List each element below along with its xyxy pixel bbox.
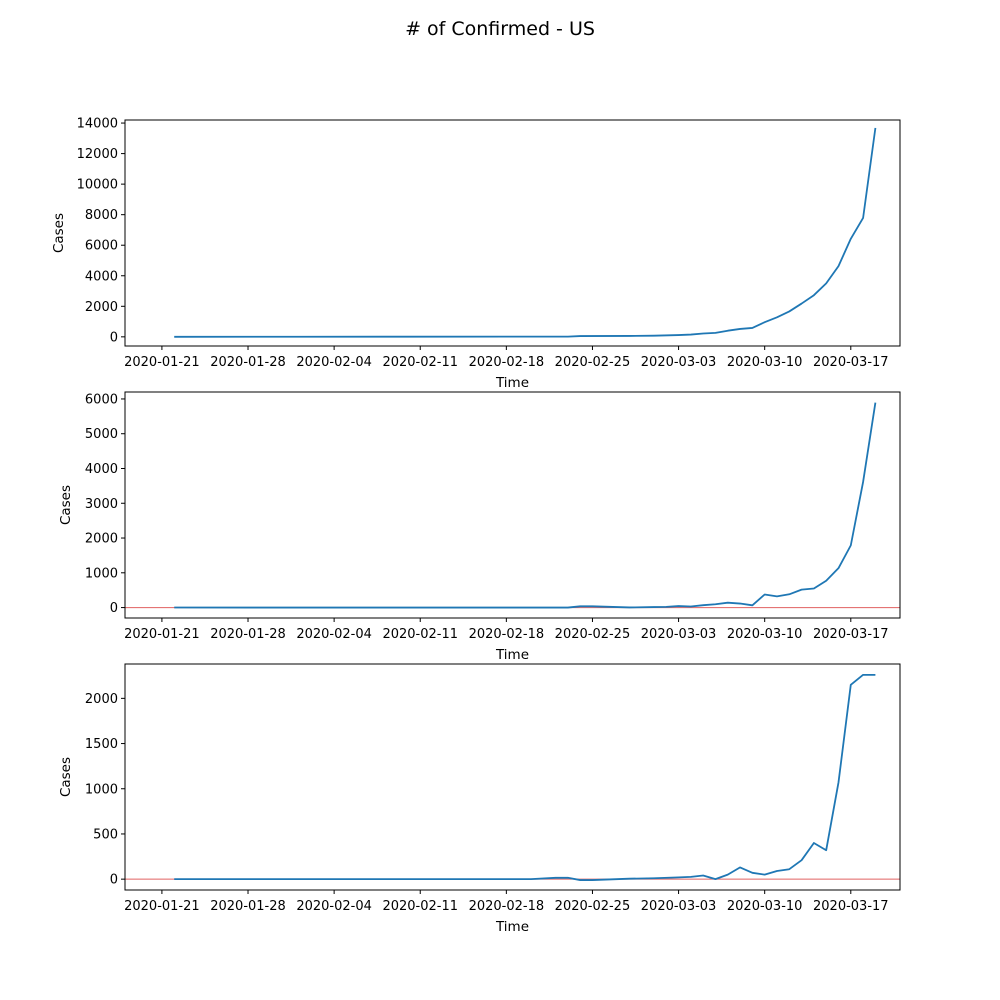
y-tick-label: 10000 (77, 178, 118, 193)
subplot-1: 0 2000 4000 6000 8000 10000 12000 14000 2020-01-… (51, 117, 901, 391)
x-tick-label: 2020-02-11 (382, 899, 458, 914)
x-tick-label: 2020-01-21 (124, 899, 200, 914)
series-line-1 (174, 673, 876, 881)
y-tick-label: 2000 (85, 532, 118, 547)
x-tick-label: 2020-03-03 (641, 355, 717, 370)
x-tick-label: 2020-03-10 (727, 627, 803, 642)
y-tick-label: 0 (110, 601, 118, 616)
x-tick-label: 2020-02-18 (469, 627, 545, 642)
x-axis-label: Time (495, 919, 529, 935)
y-tick-label: 6000 (85, 392, 118, 407)
x-tick-label: 2020-02-18 (469, 899, 545, 914)
x-tick-label: 2020-01-28 (210, 627, 286, 642)
y-tick-label: 2000 (85, 692, 118, 707)
y-axis-label: Cases (51, 213, 67, 253)
y-axis-label: Cases (58, 757, 74, 797)
x-tick-label: 2020-03-03 (641, 627, 717, 642)
y-tick-label: 0 (110, 330, 118, 345)
y-tick-label: 12000 (77, 147, 118, 162)
x-tick-label: 2020-03-03 (641, 899, 717, 914)
x-tick-label: 2020-01-28 (210, 355, 286, 370)
x-tick-label: 2020-02-25 (555, 627, 631, 642)
x-axis-label: Time (495, 647, 529, 663)
y-tick-label: 1000 (85, 782, 118, 797)
y-tick-label: 2000 (85, 300, 118, 315)
y-tick-label: 1000 (85, 566, 118, 581)
x-tick-label: 2020-03-17 (813, 627, 889, 642)
series-line-1 (174, 127, 877, 338)
x-tick-label: 2020-01-28 (210, 899, 286, 914)
figure-title: # of Confirmed - US (405, 18, 595, 40)
y-tick-label: 14000 (77, 117, 118, 132)
series-line-1 (174, 402, 877, 609)
axes-frame (124, 391, 901, 619)
x-tick-label: 2020-03-10 (727, 899, 803, 914)
x-tick-label: 2020-02-04 (296, 627, 372, 642)
x-tick-label: 2020-01-21 (124, 627, 200, 642)
y-tick-label: 6000 (85, 239, 118, 254)
y-tick-label: 3000 (85, 497, 118, 512)
x-tick-label: 2020-02-11 (382, 355, 458, 370)
x-tick-label: 2020-02-25 (555, 899, 631, 914)
y-tick-label: 0 (110, 873, 118, 888)
x-tick-label: 2020-03-17 (813, 899, 889, 914)
subplot-3: 0 500 1000 1500 2000 2020-01-21 2020-01-28 2020… (58, 663, 901, 935)
x-tick-label: 2020-03-17 (813, 355, 889, 370)
subplot-2: 0 1000 2000 3000 4000 5000 6000 2020-01-21 2020-… (58, 391, 901, 663)
y-tick-label: 8000 (85, 208, 118, 223)
axes-frame (124, 663, 901, 891)
y-tick-label: 500 (93, 827, 118, 842)
x-tick-label: 2020-02-04 (296, 355, 372, 370)
y-tick-label: 4000 (85, 269, 118, 284)
y-tick-label: 1500 (85, 737, 118, 752)
x-axis-label: Time (495, 375, 529, 391)
y-axis-label: Cases (58, 485, 74, 525)
x-tick-label: 2020-03-10 (727, 355, 803, 370)
x-tick-label: 2020-02-11 (382, 627, 458, 642)
axes-frame (124, 119, 901, 347)
y-tick-label: 4000 (85, 462, 118, 477)
y-tick-label: 5000 (85, 427, 118, 442)
x-tick-label: 2020-02-18 (469, 355, 545, 370)
x-tick-label: 2020-02-25 (555, 355, 631, 370)
x-tick-label: 2020-01-21 (124, 355, 200, 370)
x-tick-label: 2020-02-04 (296, 899, 372, 914)
